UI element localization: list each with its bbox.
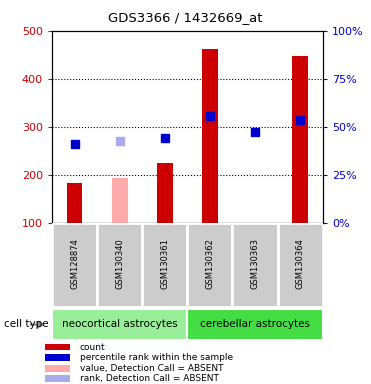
Bar [97,223,142,307]
Text: neocortical astrocytes: neocortical astrocytes [62,319,177,329]
Bar [233,223,278,307]
Bar [52,223,97,307]
Text: GSM130363: GSM130363 [250,238,260,289]
Bar [157,163,173,223]
Bar [202,49,218,223]
Bar [45,344,70,351]
Bar [45,365,70,372]
Bar [45,375,70,382]
Text: cerebellar astrocytes: cerebellar astrocytes [200,319,310,329]
Text: GSM128874: GSM128874 [70,238,79,289]
Bar [52,309,187,340]
Bar [292,56,308,223]
Bar [278,223,323,307]
Text: rank, Detection Call = ABSENT: rank, Detection Call = ABSENT [80,374,219,383]
Text: GDS3366 / 1432669_at: GDS3366 / 1432669_at [108,12,263,25]
Text: value, Detection Call = ABSENT: value, Detection Call = ABSENT [80,364,223,372]
Bar [67,183,82,223]
Text: count: count [80,343,105,351]
Text: cell type: cell type [4,319,48,329]
Text: GSM130362: GSM130362 [206,238,214,289]
Text: GSM130361: GSM130361 [160,238,169,289]
Bar [142,223,187,307]
Text: percentile rank within the sample: percentile rank within the sample [80,353,233,362]
Bar [187,223,233,307]
Bar [187,309,323,340]
Bar [112,178,128,223]
Bar [45,354,70,361]
Text: GSM130340: GSM130340 [115,238,124,289]
Text: GSM130364: GSM130364 [296,238,305,289]
